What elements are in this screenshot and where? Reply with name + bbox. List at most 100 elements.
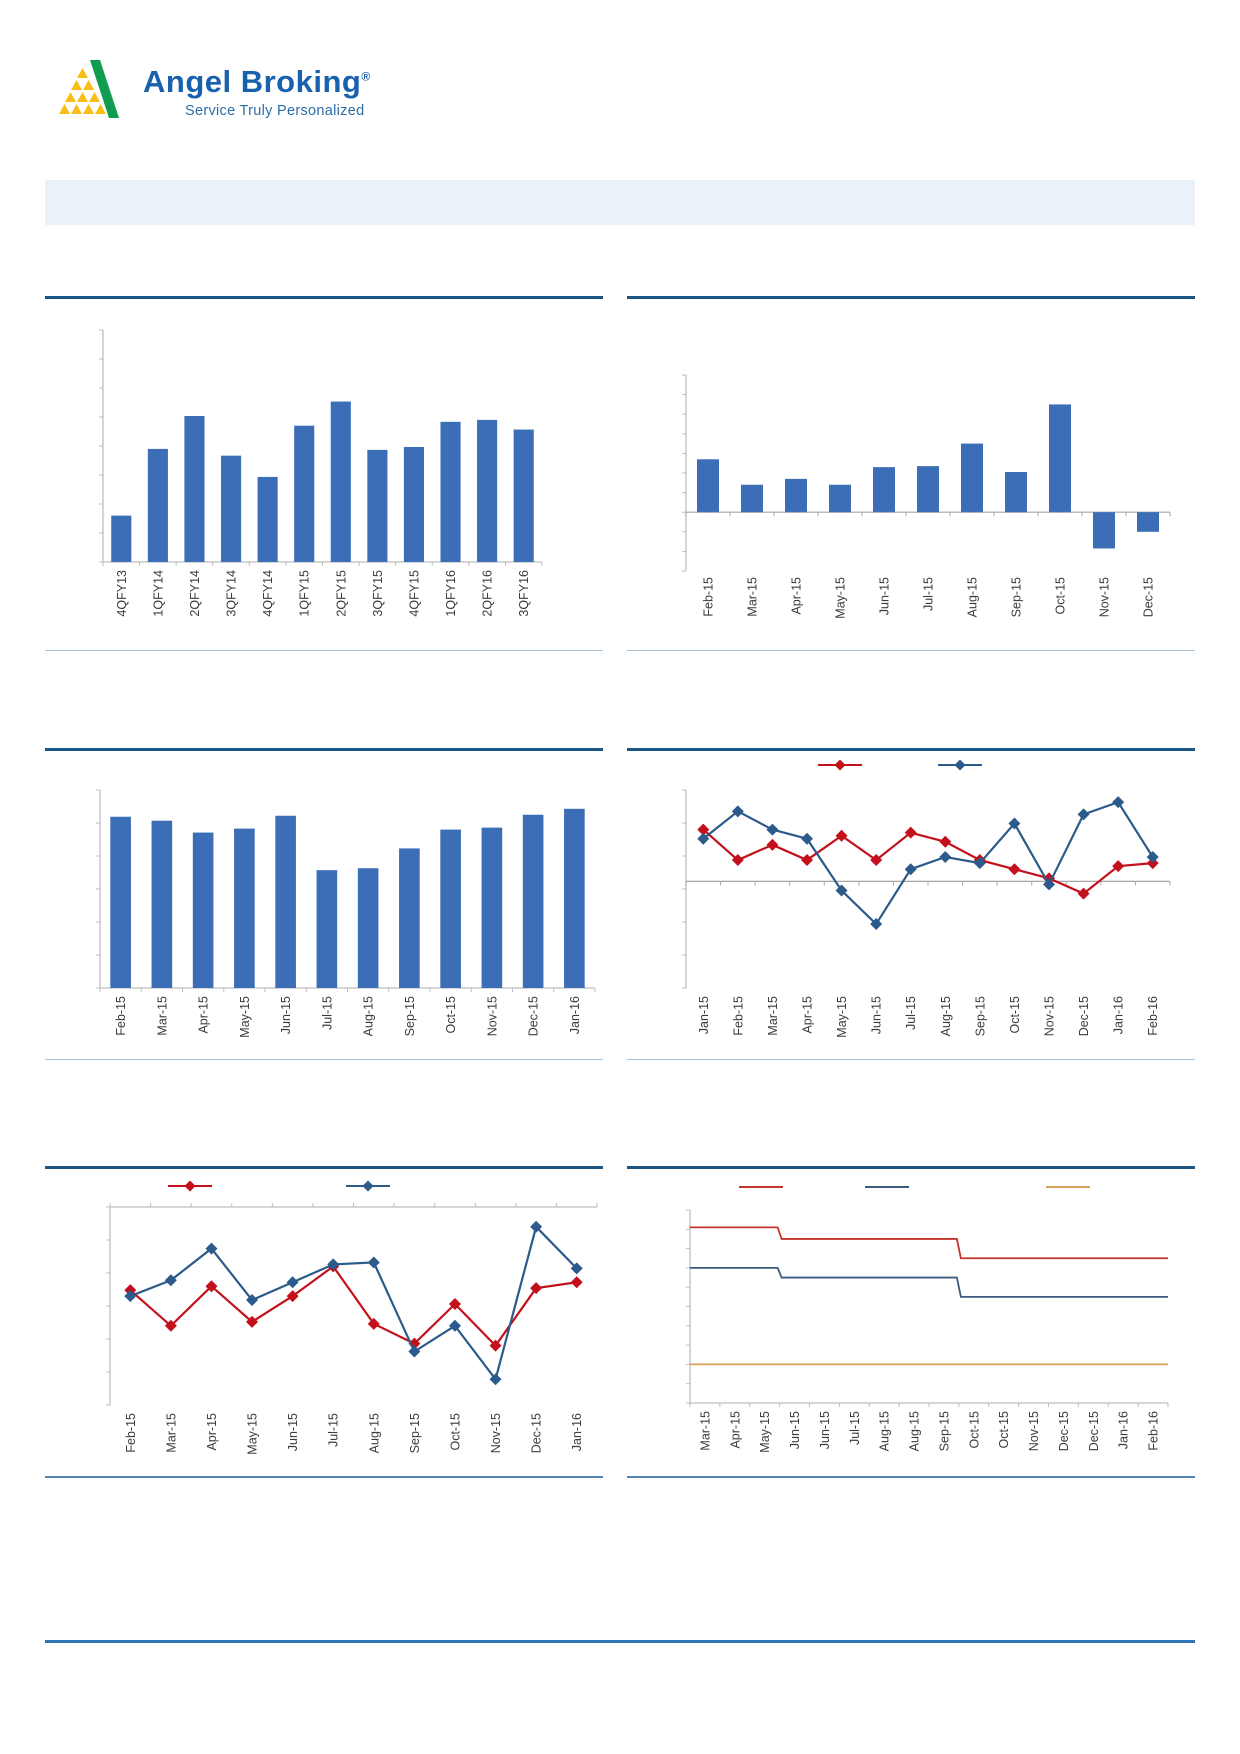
diamond-marker — [367, 1317, 380, 1330]
three-series-step-chart: Mar-15 Apr-15 May-15 Jun-15 Jun-15 Jul-15 Aug-… — [686, 1186, 1169, 1453]
bar — [399, 848, 420, 988]
bar — [330, 401, 351, 562]
x-axis-label: Apr-15 — [205, 1413, 219, 1451]
x-axis-label: Jan-16 — [1117, 1411, 1131, 1449]
bar — [481, 827, 503, 988]
x-axis-label: Aug-15 — [362, 996, 376, 1036]
x-axis-label: 2QFY16 — [481, 570, 495, 617]
diamond-marker — [904, 863, 917, 876]
x-axis-label: Nov-15 — [485, 996, 499, 1036]
bar — [147, 448, 168, 562]
header-band — [45, 180, 1195, 225]
logo-brand-text: Angel Broking® — [143, 64, 371, 99]
bar — [961, 443, 983, 513]
x-axis-label: 3QFY14 — [225, 570, 239, 617]
x-axis-label: Aug-15 — [878, 1411, 892, 1451]
x-axis-label: May-15 — [246, 1413, 260, 1455]
x-axis-label: Feb-15 — [114, 996, 128, 1036]
x-axis-label: Oct-15 — [448, 1413, 462, 1451]
diamond-marker — [1008, 863, 1021, 876]
diamond-marker — [731, 854, 744, 867]
bar — [513, 429, 534, 562]
section-title-rule — [627, 1166, 1195, 1169]
section-title-rule — [45, 1166, 603, 1169]
x-axis-label: Mar-15 — [746, 577, 760, 617]
section-divider — [627, 650, 1195, 651]
red-series-line — [129, 1264, 577, 1348]
x-axis-label: Feb-15 — [124, 1413, 138, 1453]
bar — [440, 829, 461, 988]
x-axis-label: Dec-15 — [1077, 996, 1091, 1036]
bar — [785, 478, 807, 513]
x-axis-label: Mar-15 — [164, 1413, 178, 1453]
diamond-marker — [286, 1290, 299, 1303]
bar — [367, 449, 388, 562]
x-axis-label: Jan-15 — [697, 996, 711, 1034]
diamond-marker — [835, 884, 848, 897]
diamond-marker — [448, 1298, 461, 1311]
dark-blue-series-line — [702, 800, 1154, 926]
x-axis-label: Nov-15 — [1027, 1411, 1041, 1451]
bar — [357, 868, 379, 988]
diamond-marker — [1112, 796, 1125, 809]
x-axis-label: 1QFY15 — [298, 570, 312, 617]
x-axis-label: Oct-15 — [997, 1411, 1011, 1449]
x-axis-label: Mar-15 — [155, 996, 169, 1036]
x-axis-label: Feb-15 — [702, 577, 716, 617]
bar — [184, 416, 205, 562]
bar — [1093, 512, 1115, 549]
x-axis-label: Dec-15 — [527, 996, 541, 1036]
monthly-bar-chart-pos-neg-svg: Feb-15 Mar-15 Apr-15 May-15 Jun-15 Jul-15 Aug-… — [682, 374, 1171, 619]
bar — [1137, 512, 1159, 532]
x-axis-label: Jul-15 — [922, 577, 936, 611]
diamond-marker — [1077, 887, 1090, 900]
x-axis-label: 3QFY16 — [517, 570, 531, 617]
chart-step-lines: Mar-15 Apr-15 May-15 Jun-15 Jun-15 Jul-15 Aug-… — [627, 1160, 1195, 1478]
x-axis-label: Jan-16 — [1112, 996, 1126, 1034]
dark-blue-series-step-line — [690, 1267, 1168, 1298]
chart-two-lines-zero-axis: Jan-15 Feb-15 Mar-15 Apr-15 May-15 Jun-15 Jul-… — [627, 742, 1195, 1060]
x-axis-label: Aug-15 — [966, 577, 980, 617]
dark-blue-series-line — [129, 1224, 578, 1382]
x-axis-label: 4QFY14 — [261, 570, 275, 617]
x-axis-label: Apr-15 — [801, 996, 815, 1034]
x-axis-label: 3QFY15 — [371, 570, 385, 617]
x-axis-label: Nov-15 — [1043, 996, 1057, 1036]
x-axis-label: Oct-15 — [444, 996, 458, 1034]
bar — [234, 828, 255, 988]
bar — [294, 425, 315, 562]
bar — [110, 816, 131, 988]
diamond-marker — [731, 805, 744, 818]
x-axis-label: Aug-15 — [908, 1411, 922, 1451]
x-axis-label: Jul-15 — [320, 996, 334, 1030]
x-axis-label: Nov-15 — [1098, 577, 1112, 617]
chart-monthly-bars-pos-neg: Feb-15 Mar-15 Apr-15 May-15 Jun-15 Jul-15 Aug-… — [627, 290, 1195, 651]
x-axis-label: Sep-15 — [408, 1413, 422, 1453]
diamond-marker — [801, 832, 813, 845]
diamond-marker — [1043, 878, 1055, 891]
diamond-marker — [766, 823, 779, 836]
bar — [829, 484, 851, 513]
monthly-bar-chart-svg: Feb-15 Mar-15 Apr-15 May-15 Jun-15 Jul-15 Aug-… — [96, 789, 596, 1038]
diamond-marker — [570, 1276, 583, 1289]
x-axis-label: Aug-15 — [939, 996, 953, 1036]
diamond-marker — [1146, 851, 1159, 864]
x-axis-label: May-15 — [238, 996, 252, 1038]
x-axis-label: Sep-15 — [403, 996, 417, 1036]
diamond-marker — [408, 1345, 421, 1358]
diamond-marker — [164, 1319, 177, 1332]
bar — [1049, 404, 1071, 513]
bar — [111, 515, 132, 562]
diamond-marker — [954, 759, 966, 771]
diamond-marker — [1112, 860, 1125, 873]
chart-monthly-bars: Feb-15 Mar-15 Apr-15 May-15 Jun-15 Jul-15 Aug-… — [45, 742, 603, 1060]
diamond-marker — [1146, 857, 1159, 870]
x-axis-label: Feb-16 — [1146, 996, 1160, 1036]
x-axis-label: Oct-15 — [967, 1411, 981, 1449]
diamond-marker — [801, 854, 813, 867]
x-axis-label: Apr-15 — [790, 577, 804, 615]
bar — [477, 419, 498, 562]
bar — [873, 467, 895, 513]
bar — [522, 814, 544, 988]
diamond-marker — [489, 1339, 502, 1352]
